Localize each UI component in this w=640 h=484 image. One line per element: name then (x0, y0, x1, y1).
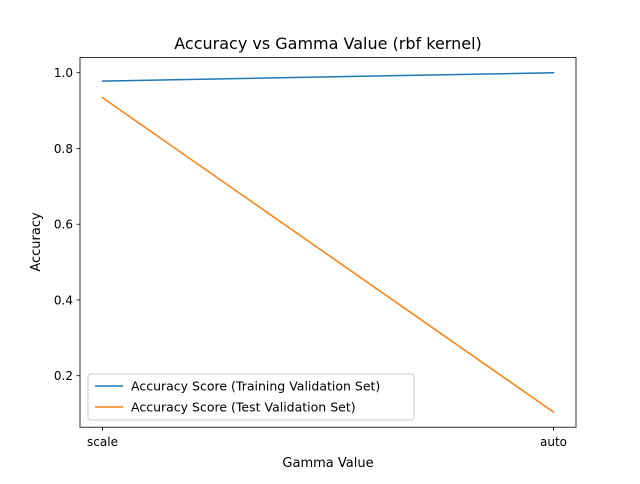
legend: Accuracy Score (Training Validation Set)… (87, 373, 415, 421)
series-line-0 (101, 71, 555, 82)
x-axis-ticks: scale auto (87, 427, 567, 449)
x-tick-label: scale (87, 435, 118, 449)
legend-label-1: Accuracy Score (Test Validation Set) (131, 400, 356, 415)
y-tick-label: 0.8 (54, 142, 73, 156)
y-axis-ticks: 0.2 0.4 0.6 0.8 1.0 (54, 66, 80, 383)
legend-label-0: Accuracy Score (Training Validation Set) (131, 379, 380, 394)
legend-box (87, 373, 415, 421)
y-tick-label: 1.0 (54, 66, 73, 80)
plot-area-frame (79, 57, 577, 428)
x-tick-label: auto (540, 435, 567, 449)
chart-title: Accuracy vs Gamma Value (rbf kernel) (174, 34, 482, 53)
series-layer (101, 71, 555, 414)
series-line-1 (101, 96, 555, 414)
x-axis-label: Gamma Value (282, 456, 373, 471)
y-tick-label: 0.2 (54, 369, 73, 383)
y-tick-label: 0.6 (54, 218, 73, 232)
y-tick-label: 0.4 (54, 293, 73, 307)
y-axis-label: Accuracy (29, 212, 44, 272)
